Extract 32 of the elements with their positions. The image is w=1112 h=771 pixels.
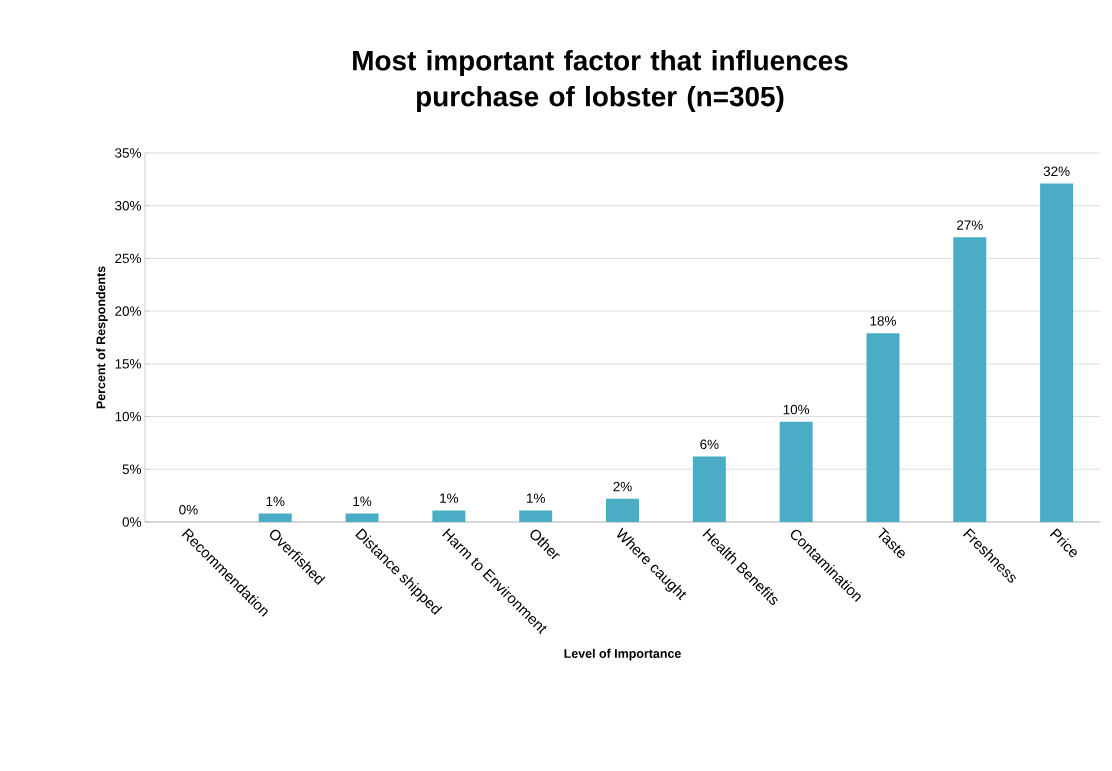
y-tick-label: 0% xyxy=(122,517,142,527)
bar xyxy=(779,421,813,522)
data-label: 1% xyxy=(440,493,459,503)
y-tick-label: 15% xyxy=(115,359,142,369)
bar xyxy=(519,510,553,522)
y-tick-label: 25% xyxy=(115,253,142,264)
data-label: 10% xyxy=(783,404,810,415)
data-label: 32% xyxy=(1043,166,1070,177)
bar xyxy=(345,513,379,522)
chart-title: Most important factor that influences purchase of lobster (n=305) xyxy=(353,50,848,112)
data-label: 6% xyxy=(700,439,719,450)
y-tick-label: 20% xyxy=(115,306,142,316)
data-label: 1% xyxy=(527,493,545,503)
bar xyxy=(432,510,466,522)
data-label: 2% xyxy=(613,481,632,492)
data-label: 0% xyxy=(179,504,198,515)
bar xyxy=(606,498,640,522)
data-label: 1% xyxy=(353,496,372,507)
data-label: 27% xyxy=(957,220,983,230)
bar xyxy=(1040,183,1074,522)
bar xyxy=(258,513,292,522)
data-label: 18% xyxy=(870,316,896,326)
bar xyxy=(953,237,987,522)
y-tick-label: 30% xyxy=(115,200,142,211)
data-label: 1% xyxy=(266,496,285,507)
y-tick-label: 10% xyxy=(115,411,142,422)
bar xyxy=(866,333,900,522)
x-axis-title: Level of Importance xyxy=(564,648,681,661)
bar xyxy=(692,456,726,522)
y-axis-title: Percent of Respondents xyxy=(96,266,108,409)
y-tick-label: 5% xyxy=(122,464,142,474)
y-tick-label: 35% xyxy=(115,148,142,158)
